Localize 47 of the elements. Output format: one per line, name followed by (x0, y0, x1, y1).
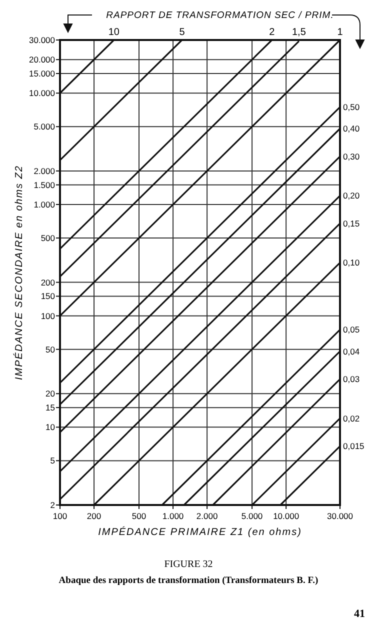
x-tick-label: 200 (86, 511, 102, 521)
series-label: 10 (108, 27, 120, 38)
text: 41 (354, 608, 365, 620)
series-label: 0,02 (343, 413, 360, 424)
series-label: 0,50 (343, 102, 360, 112)
y-tick-label: 20.000 (29, 54, 56, 65)
series-label: 1 (337, 27, 344, 38)
y-tick-label: 20 (46, 388, 56, 399)
series-label: 0,015 (343, 441, 365, 452)
y-tick-label: 15 (46, 402, 56, 413)
y-tick-label: 500 (40, 232, 56, 243)
caption: FIGURE 32 (164, 559, 213, 570)
x-tick-label: 30.000 (327, 511, 354, 521)
y-tick-label: 50 (46, 344, 56, 354)
x-tick-label: 5.000 (241, 511, 263, 521)
series-label: 0,10 (343, 258, 360, 268)
series-label: 0,15 (343, 218, 360, 228)
y-tick-label: 10 (46, 422, 56, 432)
series-label: 2 (269, 27, 276, 38)
series-label: 0,04 (343, 346, 360, 356)
x-axis-title: IMPÉDANCE PRIMAIRE Z1 (en ohms) (98, 526, 302, 538)
series-label: 0,20 (343, 190, 360, 201)
y-tick-label: 200 (40, 277, 56, 288)
text: Abaque des rapports de transformation (Transformateurs B. F.) (58, 576, 318, 586)
x-tick-label: 2.000 (196, 511, 218, 521)
x-tick-label: 500 (132, 511, 146, 521)
series-label: 5 (179, 27, 186, 38)
y-tick-label: 2 (50, 500, 56, 510)
y-tick-label: 1.500 (34, 180, 56, 190)
y-tick-label: 100 (40, 310, 56, 321)
y-tick-label: 1.000 (34, 199, 56, 210)
y-tick-label: 2.000 (34, 166, 56, 176)
x-tick-label: 1.000 (162, 511, 184, 521)
series-label: 1,5 (292, 27, 306, 38)
series-label: 0,30 (343, 151, 360, 162)
y-tick-label: 15.000 (29, 68, 56, 79)
series-label: 0,03 (343, 374, 360, 384)
y-tick-label: 5.000 (34, 122, 56, 132)
x-tick-label: 10.000 (273, 511, 300, 521)
series-label: 0,05 (343, 324, 360, 335)
y-tick-label: 5 (50, 456, 56, 466)
y-axis-title: IMPÉDANCE SECONDAIRE en ohms Z2 (13, 165, 25, 380)
y-tick-label: 30.000 (29, 35, 56, 45)
text: RAPPORT DE TRANSFORMATION SEC / PRIM. (106, 10, 334, 21)
y-tick-label: 10.000 (29, 88, 56, 98)
y-tick-label: 150 (40, 291, 56, 302)
series-label: 0,40 (343, 124, 360, 134)
